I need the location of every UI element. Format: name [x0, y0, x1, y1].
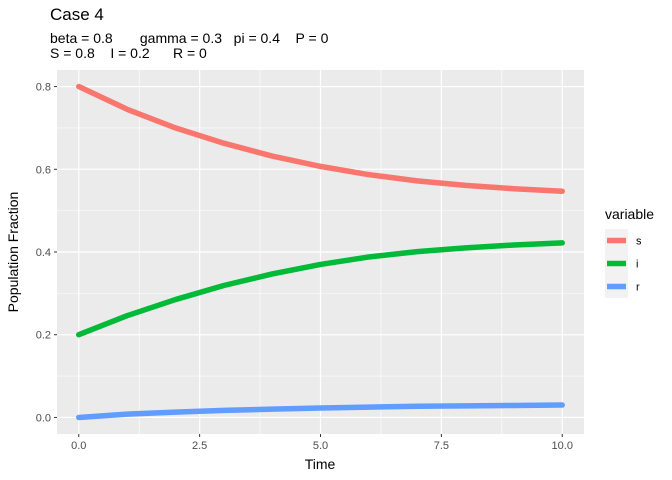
legend-label-i: i	[636, 259, 638, 271]
y-tick-label: 0.6	[36, 164, 51, 176]
y-tick-label: 0.0	[36, 412, 51, 424]
y-axis-title: Population Fraction	[5, 192, 21, 313]
x-tick-label: 10.0	[552, 440, 573, 452]
series-line-r	[76, 402, 565, 421]
x-axis: 0.0 2.5 5.0 7.5 10.0	[71, 434, 573, 452]
legend-title: variable	[605, 206, 654, 222]
y-tick-label: 0.2	[36, 330, 51, 342]
y-axis: 0.0 0.2 0.4 0.6 0.8	[36, 82, 57, 424]
chart-subtitle-initial-values: S = 0.8 I = 0.2 R = 0	[50, 45, 207, 61]
x-tick-label: 5.0	[313, 440, 328, 452]
x-tick-label: 0.0	[71, 440, 86, 452]
x-axis-title: Time	[305, 456, 336, 472]
y-tick-label: 0.8	[36, 82, 51, 94]
chart-title: Case 4	[50, 5, 104, 24]
legend-label-r: r	[636, 282, 640, 294]
x-tick-label: 7.5	[434, 440, 449, 452]
series-line-s	[76, 83, 565, 194]
y-tick-label: 0.4	[36, 247, 51, 259]
legend-label-s: s	[636, 236, 642, 248]
chart-subtitle-parameters: beta = 0.8 gamma = 0.3 pi = 0.4 P = 0	[50, 30, 329, 46]
x-tick-label: 2.5	[192, 440, 207, 452]
series-line-i	[76, 240, 565, 338]
legend: variable sir	[605, 206, 654, 298]
series-lines	[76, 83, 565, 421]
